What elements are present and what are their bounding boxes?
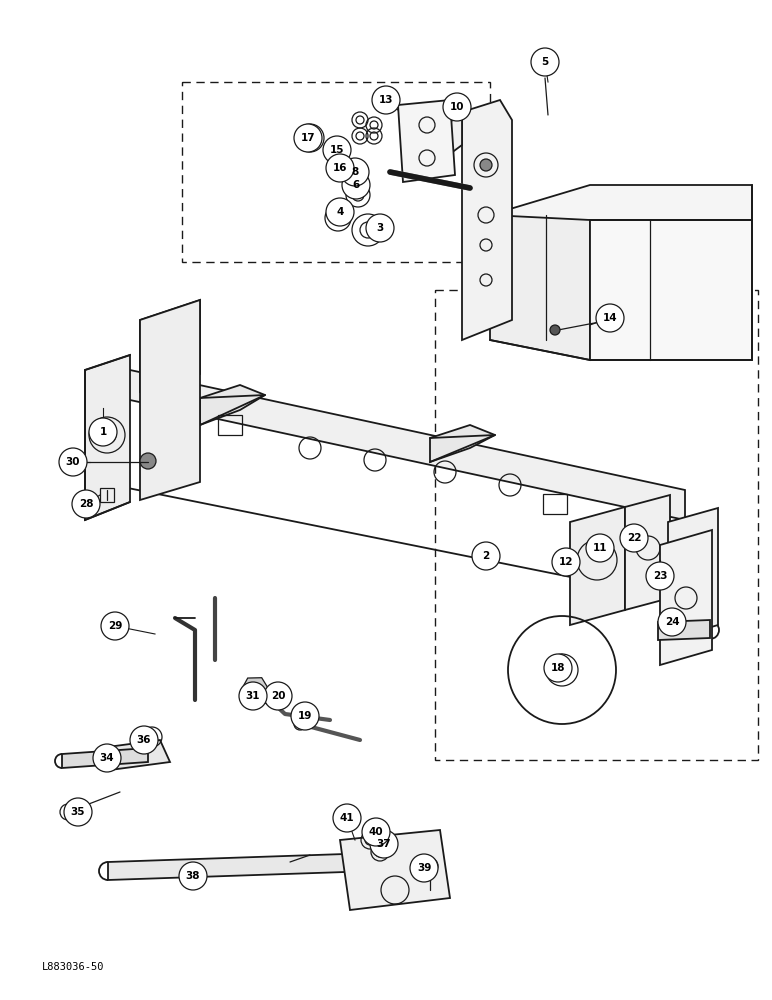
Circle shape	[89, 418, 117, 446]
Circle shape	[531, 48, 559, 76]
Polygon shape	[140, 300, 200, 392]
Circle shape	[333, 804, 361, 832]
Circle shape	[596, 304, 624, 332]
Text: 18: 18	[550, 663, 565, 673]
Circle shape	[291, 702, 319, 730]
Circle shape	[658, 608, 686, 636]
Circle shape	[472, 542, 500, 570]
Polygon shape	[108, 854, 345, 880]
Text: 34: 34	[100, 753, 114, 763]
Bar	[218, 415, 242, 435]
Polygon shape	[490, 215, 590, 360]
Circle shape	[620, 524, 648, 552]
Polygon shape	[435, 112, 462, 165]
Text: 3: 3	[377, 223, 384, 233]
Polygon shape	[660, 530, 712, 665]
Polygon shape	[668, 508, 718, 640]
Circle shape	[552, 548, 580, 576]
Polygon shape	[398, 100, 455, 182]
Text: 35: 35	[71, 807, 85, 817]
Text: 8: 8	[351, 167, 359, 177]
Circle shape	[366, 214, 394, 242]
Circle shape	[239, 682, 267, 710]
Text: 30: 30	[66, 457, 80, 467]
Text: 40: 40	[369, 827, 384, 837]
Text: 24: 24	[665, 617, 679, 627]
Text: 38: 38	[186, 871, 200, 881]
Text: 6: 6	[352, 180, 360, 190]
Polygon shape	[590, 220, 752, 360]
Polygon shape	[85, 355, 130, 520]
Text: 5: 5	[541, 57, 549, 67]
Text: 10: 10	[450, 102, 464, 112]
Bar	[543, 494, 567, 514]
Bar	[100, 488, 114, 502]
Circle shape	[101, 612, 129, 640]
Text: 20: 20	[271, 691, 285, 701]
Polygon shape	[88, 370, 685, 520]
Circle shape	[326, 198, 354, 226]
Text: 19: 19	[298, 711, 312, 721]
Text: 29: 29	[108, 621, 122, 631]
Text: 2: 2	[482, 551, 489, 561]
Circle shape	[72, 490, 100, 518]
Circle shape	[550, 325, 560, 335]
Circle shape	[326, 154, 354, 182]
Circle shape	[264, 682, 292, 710]
Text: L883036-50: L883036-50	[42, 962, 104, 972]
Circle shape	[294, 124, 322, 152]
Circle shape	[362, 818, 390, 846]
Text: 39: 39	[417, 863, 432, 873]
Polygon shape	[570, 507, 625, 625]
Polygon shape	[658, 620, 710, 640]
Circle shape	[410, 854, 438, 882]
Polygon shape	[490, 185, 752, 250]
Polygon shape	[430, 425, 495, 462]
Polygon shape	[625, 495, 670, 610]
Circle shape	[342, 171, 370, 199]
Circle shape	[370, 830, 398, 858]
Circle shape	[372, 86, 400, 114]
Text: 4: 4	[337, 207, 344, 217]
Text: 14: 14	[603, 313, 618, 323]
Text: 23: 23	[653, 571, 667, 581]
Circle shape	[179, 862, 207, 890]
Circle shape	[646, 562, 674, 590]
Text: 12: 12	[559, 557, 574, 567]
Text: 41: 41	[340, 813, 354, 823]
Polygon shape	[340, 830, 450, 910]
Text: 11: 11	[593, 543, 608, 553]
Circle shape	[544, 654, 572, 682]
Text: 37: 37	[377, 839, 391, 849]
Text: 17: 17	[300, 133, 315, 143]
Text: 15: 15	[330, 145, 344, 155]
Circle shape	[341, 158, 369, 186]
Text: 36: 36	[137, 735, 151, 745]
Circle shape	[93, 744, 121, 772]
Polygon shape	[62, 748, 148, 768]
Text: 22: 22	[627, 533, 642, 543]
Polygon shape	[462, 100, 512, 340]
Text: 31: 31	[245, 691, 260, 701]
Text: 16: 16	[333, 163, 347, 173]
Text: 13: 13	[379, 95, 393, 105]
Polygon shape	[100, 740, 170, 770]
Text: 1: 1	[100, 427, 107, 437]
Circle shape	[64, 798, 92, 826]
Circle shape	[59, 448, 87, 476]
Circle shape	[130, 726, 158, 754]
Circle shape	[586, 534, 614, 562]
Circle shape	[140, 453, 156, 469]
Circle shape	[480, 159, 492, 171]
Circle shape	[482, 552, 494, 564]
Polygon shape	[140, 300, 200, 500]
Text: 28: 28	[79, 499, 93, 509]
Circle shape	[323, 136, 351, 164]
Polygon shape	[200, 385, 265, 425]
Circle shape	[443, 93, 471, 121]
